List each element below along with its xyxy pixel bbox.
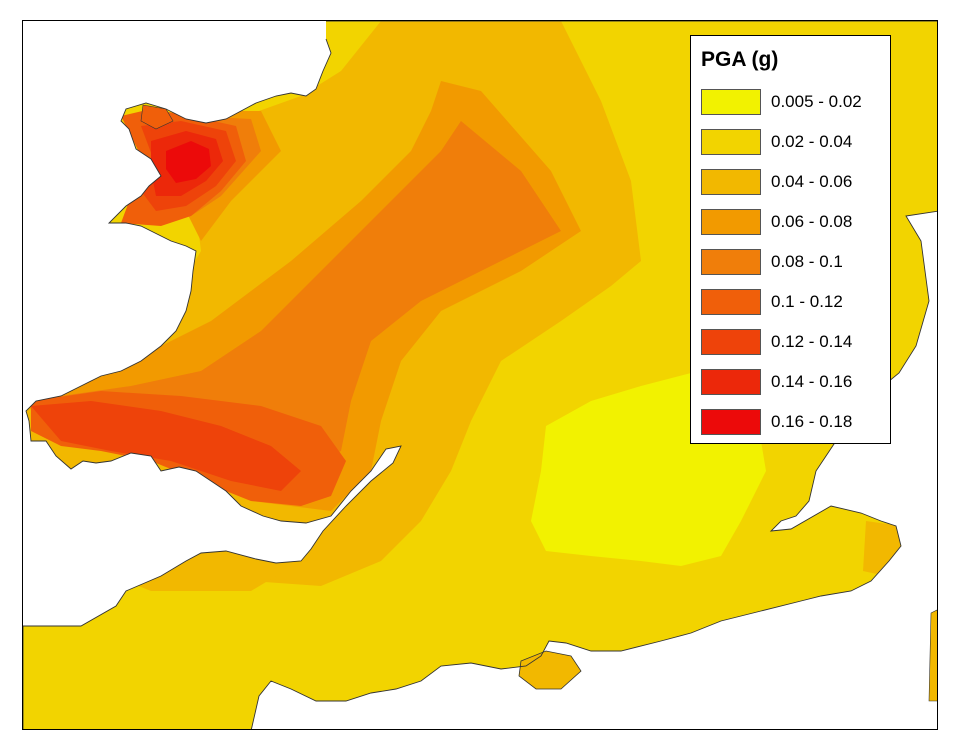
legend-label: 0.005 - 0.02 — [771, 92, 862, 111]
legend-label: 0.06 - 0.08 — [771, 212, 853, 231]
legend-label: 0.04 - 0.06 — [771, 172, 853, 191]
legend-label: 0.14 - 0.16 — [771, 372, 853, 391]
legend-item: 0.14 - 0.16 — [701, 369, 887, 395]
legend-label: 0.16 - 0.18 — [771, 412, 853, 431]
legend-item: 0.06 - 0.08 — [701, 209, 887, 235]
map-frame — [22, 20, 938, 730]
legend-swatch — [701, 329, 761, 355]
legend-label: 0.1 - 0.12 — [771, 292, 843, 311]
legend-swatch — [701, 409, 761, 435]
legend-title: PGA (g) — [701, 48, 779, 71]
legend-item: 0.04 - 0.06 — [701, 169, 887, 195]
legend-item: 0.16 - 0.18 — [701, 409, 887, 435]
legend-swatch — [701, 209, 761, 235]
legend-swatch — [701, 129, 761, 155]
legend-label: 0.02 - 0.04 — [771, 132, 853, 151]
legend-swatch — [701, 249, 761, 275]
pga-hazard-map[interactable] — [23, 21, 938, 730]
legend-swatch — [701, 289, 761, 315]
legend-label: 0.08 - 0.1 — [771, 252, 843, 271]
legend-item: 0.005 - 0.02 — [701, 89, 887, 115]
legend-swatch — [701, 89, 761, 115]
legend-label: 0.12 - 0.14 — [771, 332, 853, 351]
legend-swatch — [701, 169, 761, 195]
legend-item: 0.1 - 0.12 — [701, 289, 887, 315]
map-legend: PGA (g) 0.005 - 0.02 0.02 - 0.04 0.04 - 0.… — [690, 35, 891, 444]
legend-item: 0.12 - 0.14 — [701, 329, 887, 355]
legend-swatch — [701, 369, 761, 395]
legend-item: 0.08 - 0.1 — [701, 249, 887, 275]
legend-item: 0.02 - 0.04 — [701, 129, 887, 155]
